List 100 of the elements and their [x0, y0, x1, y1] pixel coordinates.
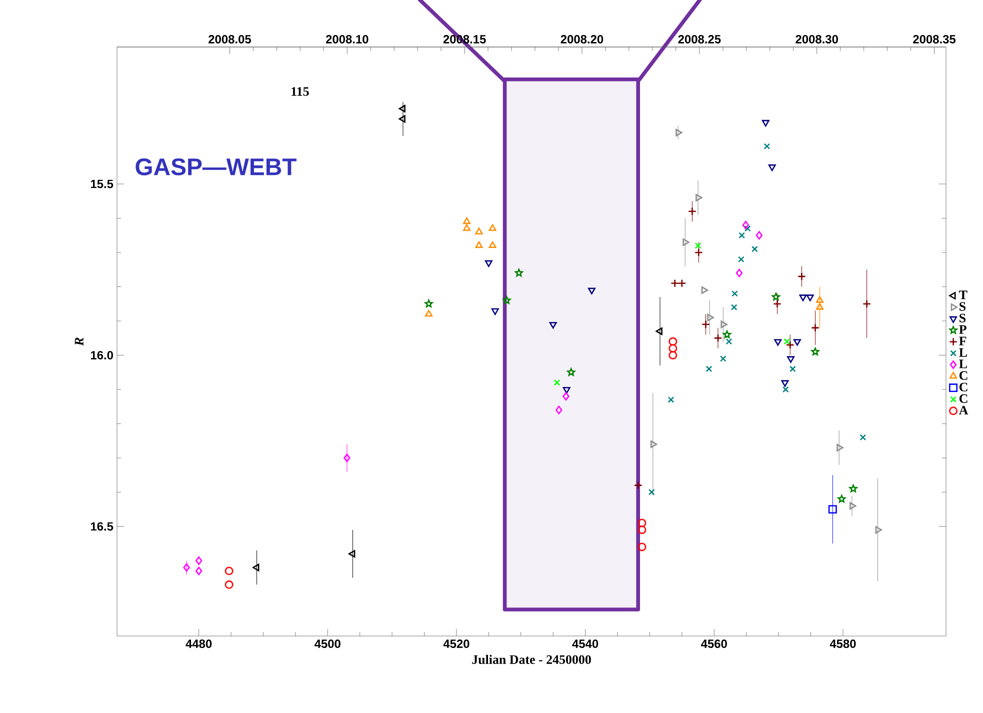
point — [811, 348, 820, 356]
point — [816, 303, 824, 310]
point — [772, 292, 780, 301]
y-tick-label: 15.5 — [90, 180, 114, 188]
legend-label: S — [960, 314, 966, 322]
point — [183, 563, 190, 572]
point — [638, 518, 646, 528]
point — [784, 338, 790, 345]
point — [224, 566, 234, 576]
point — [720, 320, 728, 328]
point — [726, 338, 732, 345]
point — [638, 526, 646, 534]
point — [488, 241, 496, 248]
point — [838, 494, 846, 503]
point — [790, 366, 796, 372]
x-tick-label: 4580 — [830, 640, 856, 648]
point — [549, 322, 557, 329]
point — [875, 526, 882, 534]
point — [720, 355, 726, 362]
x2-tick-label: 2008.30 — [796, 34, 838, 44]
point — [730, 304, 738, 310]
y-tick-label: 16.5 — [90, 522, 114, 531]
x-tick-label: 4540 — [572, 640, 598, 648]
point — [742, 220, 750, 230]
x2-tick-label: 2008.05 — [208, 35, 251, 44]
x2-tick-label: 2008.25 — [678, 35, 721, 44]
legend-label: L — [959, 360, 967, 368]
point — [722, 330, 732, 338]
point — [738, 232, 746, 239]
point — [491, 308, 499, 315]
point — [252, 564, 260, 572]
point — [768, 164, 776, 172]
point — [648, 488, 655, 496]
legend-label: T — [959, 290, 968, 300]
point — [762, 120, 770, 127]
point — [836, 444, 844, 452]
y-tick-label: 16.0 — [90, 350, 113, 360]
point — [862, 300, 872, 308]
point — [656, 327, 662, 335]
point — [562, 392, 570, 401]
point — [475, 241, 483, 248]
point — [706, 366, 712, 372]
point — [797, 272, 806, 281]
y-axis-title: R — [74, 338, 84, 346]
point — [634, 481, 642, 490]
point — [556, 406, 562, 414]
point — [849, 484, 858, 492]
point — [463, 224, 471, 231]
point — [799, 294, 807, 302]
x2-tick-label: 2008.10 — [326, 35, 368, 44]
legend-label: S — [960, 302, 966, 311]
point — [682, 238, 690, 246]
point — [811, 324, 820, 332]
point — [488, 224, 496, 231]
point — [650, 440, 658, 448]
point — [850, 502, 856, 510]
point — [787, 356, 795, 363]
legend-label: C — [959, 371, 968, 380]
point — [678, 279, 686, 288]
legend-label: C — [959, 394, 968, 403]
point — [514, 268, 524, 277]
point — [668, 396, 674, 403]
point — [475, 228, 483, 234]
point — [588, 288, 596, 294]
x-tick-label: 4560 — [701, 640, 727, 648]
point — [738, 256, 744, 262]
annotation: GASP—WEBT — [136, 158, 296, 176]
point — [398, 115, 406, 123]
point — [668, 350, 678, 360]
point — [773, 300, 782, 308]
point — [463, 217, 471, 224]
point — [694, 242, 702, 249]
point — [676, 128, 682, 136]
point — [694, 248, 703, 257]
point — [562, 387, 570, 394]
point — [702, 320, 710, 329]
point — [554, 379, 560, 386]
x2-tick-label: 2008.35 — [913, 34, 956, 44]
point — [670, 279, 680, 288]
point — [348, 550, 356, 558]
x-tick-label: 4520 — [443, 640, 470, 648]
point — [786, 340, 794, 350]
point — [224, 580, 234, 589]
point — [195, 556, 202, 565]
point — [688, 207, 696, 216]
point — [732, 290, 738, 297]
point — [668, 344, 678, 353]
point — [781, 380, 789, 387]
point — [424, 300, 433, 308]
legend-label: A — [958, 406, 968, 414]
point — [484, 260, 492, 267]
point — [567, 368, 576, 376]
annotation: 115 — [292, 87, 309, 96]
x-axis-title: Julian Date - 2450000 — [472, 654, 591, 664]
point — [696, 194, 702, 202]
legend-label: C — [959, 382, 968, 392]
point — [793, 339, 801, 346]
point — [806, 294, 814, 302]
point — [736, 268, 743, 278]
point — [714, 334, 722, 342]
